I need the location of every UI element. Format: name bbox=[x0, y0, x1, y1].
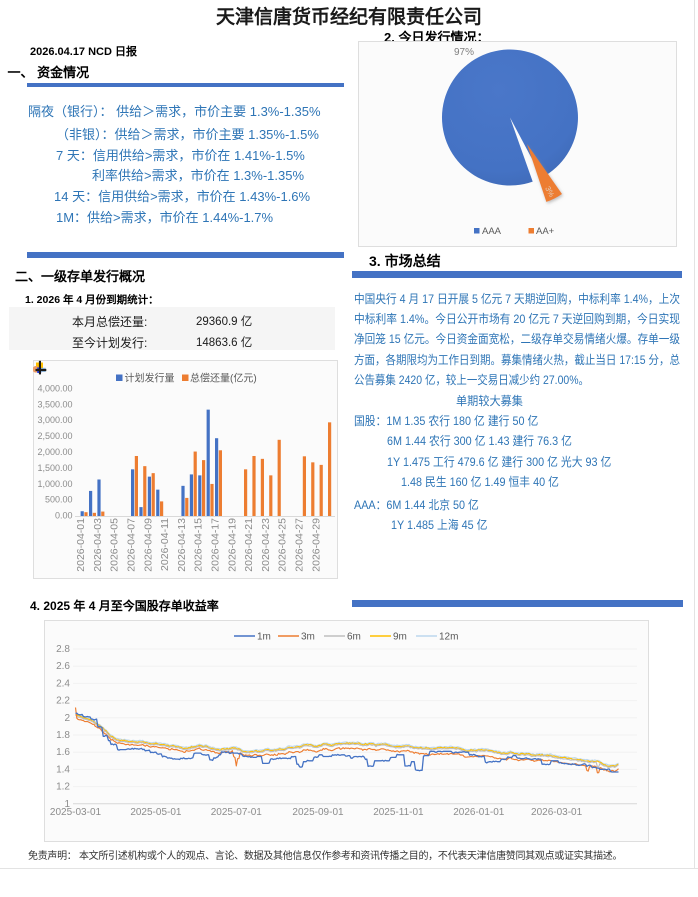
svg-text:3m: 3m bbox=[301, 632, 315, 643]
svg-text:计划发行量: 计划发行量 bbox=[125, 372, 175, 385]
svg-text:2026-04-21: 2026-04-21 bbox=[243, 518, 255, 572]
svg-text:AAA: AAA bbox=[482, 226, 502, 237]
svg-text:2,000.00: 2,000.00 bbox=[37, 447, 72, 457]
svg-text:500.00: 500.00 bbox=[45, 495, 73, 505]
svg-text:97%: 97% bbox=[454, 47, 474, 58]
svg-text:2026-04-05: 2026-04-05 bbox=[109, 518, 121, 572]
svg-text:2026-04-27: 2026-04-27 bbox=[294, 518, 306, 572]
svg-text:2025-05-01: 2025-05-01 bbox=[130, 807, 182, 818]
svg-text:6m: 6m bbox=[347, 632, 361, 643]
svg-text:2026-04-07: 2026-04-07 bbox=[126, 518, 138, 572]
svg-text:2025-03-01: 2025-03-01 bbox=[50, 807, 102, 818]
svg-text:1m: 1m bbox=[257, 632, 271, 643]
svg-text:1.2: 1.2 bbox=[56, 782, 70, 793]
svg-text:1: 1 bbox=[64, 799, 70, 810]
svg-text:2026-04-13: 2026-04-13 bbox=[176, 518, 188, 572]
svg-text:1,000.00: 1,000.00 bbox=[37, 479, 72, 489]
svg-text:2026-04-17: 2026-04-17 bbox=[210, 518, 222, 572]
svg-text:2025-09-01: 2025-09-01 bbox=[292, 807, 344, 818]
svg-text:2026-04-03: 2026-04-03 bbox=[92, 518, 104, 572]
svg-text:2026-04-01: 2026-04-01 bbox=[75, 518, 87, 572]
svg-text:2026-04-11: 2026-04-11 bbox=[159, 518, 171, 571]
svg-text:AA+: AA+ bbox=[536, 226, 555, 237]
svg-text:2026-04-23: 2026-04-23 bbox=[260, 518, 272, 572]
svg-text:2025-11-01: 2025-11-01 bbox=[373, 807, 424, 818]
svg-text:2,500.00: 2,500.00 bbox=[37, 431, 72, 441]
svg-text:2026-01-01: 2026-01-01 bbox=[453, 807, 505, 818]
svg-text:2026-04-15: 2026-04-15 bbox=[193, 518, 205, 572]
svg-text:2.2: 2.2 bbox=[56, 696, 70, 707]
svg-text:3,500.00: 3,500.00 bbox=[37, 399, 72, 409]
svg-text:2026-04-09: 2026-04-09 bbox=[142, 518, 154, 572]
svg-text:1.6: 1.6 bbox=[56, 747, 70, 758]
svg-text:9m: 9m bbox=[393, 632, 407, 643]
svg-text:1.4: 1.4 bbox=[56, 764, 70, 775]
svg-text:1.8: 1.8 bbox=[56, 730, 70, 741]
svg-text:4,000.00: 4,000.00 bbox=[37, 384, 72, 394]
svg-text:2.6: 2.6 bbox=[56, 661, 70, 672]
svg-text:2025-07-01: 2025-07-01 bbox=[211, 807, 263, 818]
svg-text:2026-03-01: 2026-03-01 bbox=[531, 807, 583, 818]
svg-text:总偿还量(亿元): 总偿还量(亿元) bbox=[190, 372, 257, 385]
svg-text:0.00: 0.00 bbox=[55, 511, 73, 521]
svg-text:2.4: 2.4 bbox=[56, 678, 70, 689]
svg-text:12m: 12m bbox=[439, 632, 458, 643]
svg-text:1,500.00: 1,500.00 bbox=[37, 463, 72, 473]
svg-text:2026-04-19: 2026-04-19 bbox=[226, 518, 238, 572]
svg-text:2026-04-29: 2026-04-29 bbox=[310, 518, 322, 572]
svg-text:2: 2 bbox=[64, 713, 70, 724]
svg-text:2026-04-25: 2026-04-25 bbox=[277, 518, 289, 572]
svg-text:2.8: 2.8 bbox=[56, 644, 70, 655]
svg-text:3,000.00: 3,000.00 bbox=[37, 415, 72, 425]
